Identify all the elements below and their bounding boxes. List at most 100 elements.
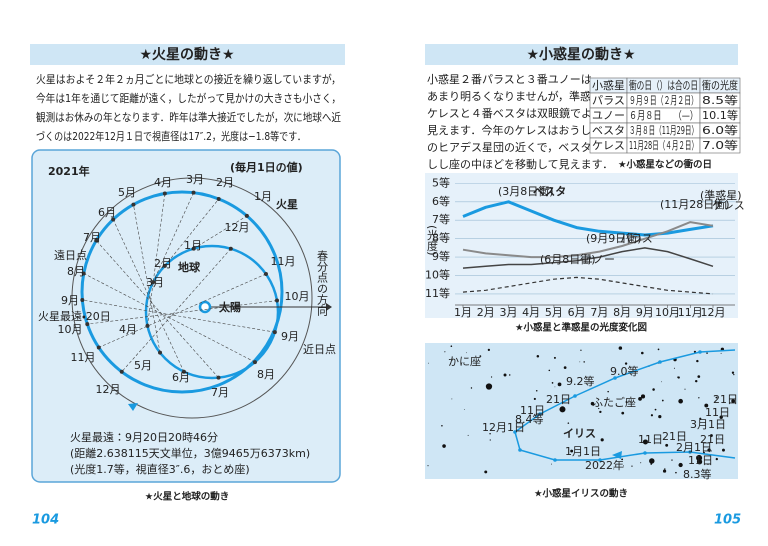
star xyxy=(599,410,602,414)
star xyxy=(452,359,454,361)
earth-position xyxy=(263,271,268,276)
mars-month: 2月 xyxy=(216,176,234,189)
star xyxy=(652,388,655,391)
star xyxy=(466,352,467,354)
mars-month: 4月 xyxy=(154,176,172,189)
star xyxy=(722,448,725,452)
sight-line xyxy=(133,204,161,353)
series-name: パラス xyxy=(620,232,653,245)
star xyxy=(649,458,655,464)
track-dot xyxy=(518,448,522,452)
star xyxy=(485,383,493,390)
star xyxy=(720,352,722,354)
star xyxy=(583,361,585,363)
map-label: 21日 xyxy=(546,393,571,406)
star xyxy=(621,411,625,415)
year-label: 2021年 xyxy=(48,164,90,178)
earth-month: 10月 xyxy=(285,290,310,303)
page-number: 105 xyxy=(714,513,741,528)
y-tick-label: 7等 xyxy=(432,212,450,226)
mars-label: 火星 xyxy=(276,198,298,211)
table-text: 11月28日（４月２日） xyxy=(629,139,698,152)
earth-position xyxy=(272,330,277,335)
x-tick-label: 3月 xyxy=(499,306,517,319)
table-text: 7.0等 xyxy=(702,138,738,152)
star xyxy=(650,414,654,417)
earth-position xyxy=(162,263,167,268)
table-text: ９月９日（２月２日） xyxy=(629,94,698,107)
sight-line xyxy=(98,273,267,348)
x-tick-label: 9月 xyxy=(636,306,654,319)
star xyxy=(548,369,551,372)
star xyxy=(710,450,712,452)
paragraph-line: あまり明るくなりませんが，準惑星 xyxy=(427,89,602,103)
map-label: 2月1日 xyxy=(676,441,712,454)
caption: ★小惑星などの衝の日 xyxy=(618,159,712,171)
series-line xyxy=(462,276,714,295)
orbit-arrow xyxy=(128,403,138,411)
paragraph-line: 今年は1年を通じて距離が遠く，したがって見かけの大きさも小さく， xyxy=(36,91,341,105)
earth-month: 11月 xyxy=(271,255,296,268)
star xyxy=(551,382,554,384)
star xyxy=(719,415,723,419)
y-axis-label: (光度) xyxy=(426,225,439,256)
sight-line xyxy=(164,198,219,267)
star xyxy=(579,361,581,363)
mars-position xyxy=(81,271,86,276)
star xyxy=(623,465,624,467)
star xyxy=(479,355,482,358)
star xyxy=(696,454,703,462)
mars-orbit xyxy=(80,190,284,394)
paragraph-line: 小惑星２番パラスと３番ユノーは， xyxy=(427,72,603,86)
star xyxy=(731,371,735,374)
y-tick-label: 9等 xyxy=(432,249,450,263)
star xyxy=(441,424,443,427)
star xyxy=(709,434,713,437)
star xyxy=(450,345,453,348)
star xyxy=(654,408,657,411)
earth-month: 3月 xyxy=(146,276,164,289)
table-text: 10.1等 xyxy=(702,108,738,122)
star xyxy=(444,351,446,353)
star xyxy=(693,350,697,353)
earth-month: 2月 xyxy=(154,257,172,270)
map-label: 21日 xyxy=(713,393,738,406)
star xyxy=(598,407,600,410)
star xyxy=(640,394,646,399)
map-label: かに座 xyxy=(448,355,481,368)
earth-month: 1月 xyxy=(184,239,202,252)
table-header: 衝の日（）は合の日 xyxy=(629,78,698,92)
map-label: 21日 xyxy=(662,430,687,443)
annotation: (9月9日衝) xyxy=(586,231,642,245)
annotation: (6月8日衝) xyxy=(540,252,596,266)
star xyxy=(618,346,623,350)
mars-month: 10月 xyxy=(58,323,83,336)
track-dot xyxy=(573,394,577,398)
map-label: 11日 xyxy=(688,454,713,467)
table-text: パラス xyxy=(592,94,625,107)
star xyxy=(631,465,633,467)
sight-line xyxy=(112,219,185,372)
star xyxy=(553,356,556,359)
header-bar xyxy=(425,44,738,65)
y-tick-label: 8等 xyxy=(432,231,450,245)
table-header: 衝の光度 xyxy=(702,78,738,92)
sun xyxy=(198,300,212,314)
star xyxy=(696,359,699,363)
table-text: ３月８日（11月29日） xyxy=(629,124,698,137)
star xyxy=(731,399,736,403)
star xyxy=(607,390,609,393)
map-label: 12月1日 xyxy=(482,421,525,434)
paragraph-line: 見えます．今年のケレスはおうし座 xyxy=(427,123,602,137)
sight-line xyxy=(87,300,278,325)
table-text: 6.0等 xyxy=(702,123,738,137)
star xyxy=(642,439,648,445)
star xyxy=(684,388,686,390)
mars-month: 5月 xyxy=(118,186,136,199)
map-label: 11日 xyxy=(638,433,663,446)
track-dot xyxy=(698,350,702,354)
sun-label: 太陽 xyxy=(218,300,241,314)
star xyxy=(551,463,552,465)
